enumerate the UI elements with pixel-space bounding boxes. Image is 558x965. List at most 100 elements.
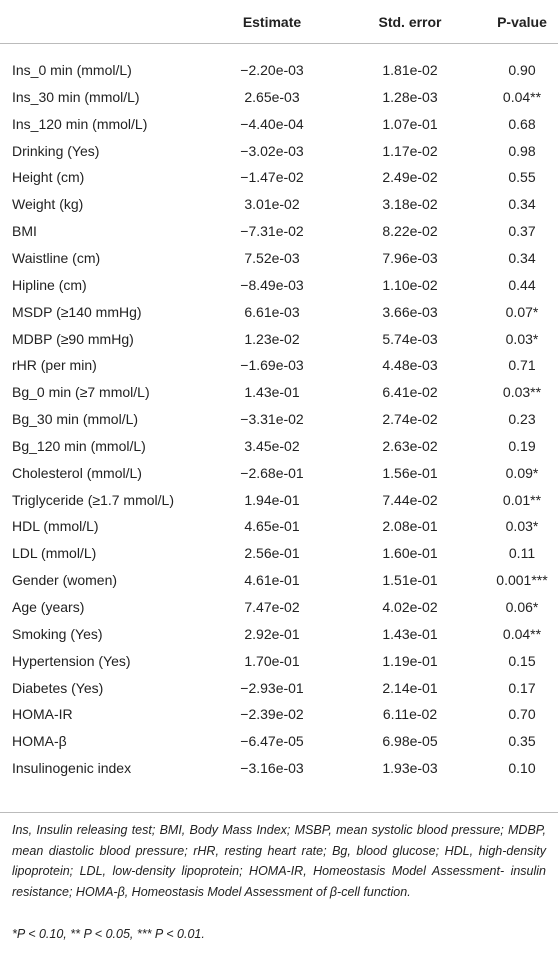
row-label: Height (cm) [12,169,85,186]
cell-value: 0.70 [508,706,536,723]
bottom-rule [0,812,558,813]
cell-value: 0.23 [508,411,536,428]
cell-value: 0.55 [508,169,536,186]
cell-value: 0.34 [508,249,536,266]
cell-value: 8.22e-02 [382,223,438,240]
cell-value: −7.31e-02 [240,223,304,240]
cell-value: 1.93e-03 [382,760,438,777]
cell-value: 1.19e-01 [382,652,438,669]
cell-value: 2.92e-01 [244,625,300,642]
cell-value: −1.69e-03 [240,357,304,374]
cell-value: 0.001*** [496,572,548,589]
cell-value: 4.48e-03 [382,357,438,374]
cell-value: 1.70e-01 [244,652,300,669]
row-label: HOMA-β [12,733,67,750]
cell-value: 2.74e-02 [382,411,438,428]
row-label: Triglyceride (≥1.7 mmol/L) [12,491,174,508]
cell-value: 6.98e-05 [382,733,438,750]
row-label: Hypertension (Yes) [12,652,131,669]
cell-value: 7.47e-02 [244,599,300,615]
cell-value: 1.07e-01 [382,115,438,132]
row-label: Waistline (cm) [12,249,101,266]
cell-value: 4.02e-02 [382,599,438,615]
cell-value: 0.04** [502,88,542,105]
row-label: Diabetes (Yes) [12,679,104,696]
cell-value: 0.04** [502,625,542,642]
footnote: Ins, Insulin releasing test; BMI, Body M… [12,823,546,900]
row-label: Bg_120 min (mmol/L) [12,437,146,454]
row-label: MSDP (≥140 mmHg) [12,303,142,320]
cell-value: 0.90 [508,62,536,78]
row-label: Weight (kg) [12,196,84,213]
cell-value: 1.43e-01 [244,384,300,401]
cell-value: 0.03* [505,330,539,347]
cell-value: 2.56e-01 [244,545,300,562]
cell-value: 0.03* [505,518,539,535]
cell-value: 0.34 [508,196,536,213]
cell-value: −2.39e-02 [240,706,304,723]
cell-value: 3.45e-02 [244,437,300,454]
cell-value: 0.44 [508,276,536,293]
row-label: Gender (women) [12,572,118,589]
header-rule [0,43,558,44]
row-label: Bg_30 min (mmol/L) [12,411,139,428]
cell-value: −6.47e-05 [240,733,304,750]
cell-value: 0.10 [508,760,536,777]
row-label: Ins_120 min (mmol/L) [12,115,148,132]
cell-value: 0.68 [508,115,536,132]
row-label: Age (years) [12,599,85,615]
cell-value: 1.23e-02 [244,330,300,347]
cell-value: 3.66e-03 [382,303,438,320]
column-header: P-value [497,14,547,30]
cell-value: 7.96e-03 [382,249,438,266]
cell-value: 0.98 [508,142,536,159]
cell-value: 3.01e-02 [244,196,300,213]
cell-value: 0.03** [502,384,542,401]
row-label: rHR (per min) [12,357,97,374]
row-label: LDL (mmol/L) [12,545,97,562]
row-label: HOMA-IR [12,706,73,723]
cell-value: 7.44e-02 [382,491,438,508]
row-label: MDBP (≥90 mmHg) [12,330,134,347]
cell-value: −1.47e-02 [240,169,304,186]
row-label: Smoking (Yes) [12,625,103,642]
cell-value: −4.40e-04 [240,115,304,132]
cell-value: 6.41e-02 [382,384,438,401]
cell-value: −2.20e-03 [240,62,304,78]
cell-value: 0.07* [505,303,539,320]
cell-value: 5.74e-03 [382,330,438,347]
cell-value: −3.31e-02 [240,411,304,428]
cell-value: 2.49e-02 [382,169,438,186]
cell-value: 0.01** [502,491,542,508]
cell-value: 1.56e-01 [382,464,438,481]
cell-value: 1.28e-03 [382,88,438,105]
row-label: BMI [12,223,37,240]
cell-value: 1.94e-01 [244,491,300,508]
row-label: Insulinogenic index [12,760,132,777]
cell-value: 3.18e-02 [382,196,438,213]
cell-value: 1.10e-02 [382,276,438,293]
cell-value: 2.14e-01 [382,679,438,696]
cell-value: −3.16e-03 [240,760,304,777]
column-header: Estimate [242,14,302,30]
cell-value: 0.35 [508,733,536,750]
cell-value: 4.61e-01 [244,572,300,589]
row-label: Drinking (Yes) [12,142,100,159]
cell-value: 0.11 [508,545,536,562]
cell-value: 0.37 [508,223,536,240]
cell-value: 1.81e-02 [382,62,438,78]
cell-value: 0.06* [505,599,539,615]
cell-value: 6.11e-02 [382,706,438,723]
cell-value: −2.93e-01 [240,679,304,696]
row-label: Cholesterol (mmol/L) [12,464,142,481]
cell-value: 1.43e-01 [382,625,438,642]
cell-value: −2.68e-01 [240,464,304,481]
row-label: HDL (mmol/L) [12,518,99,535]
footnote: *P < 0.10, ** P < 0.05, *** P < 0.01. [12,927,205,941]
cell-value: 2.08e-01 [382,518,438,535]
cell-value: 1.60e-01 [382,545,438,562]
row-label: Ins_0 min (mmol/L) [12,62,132,78]
cell-value: 0.15 [508,652,536,669]
row-label: Ins_30 min (mmol/L) [12,88,140,105]
